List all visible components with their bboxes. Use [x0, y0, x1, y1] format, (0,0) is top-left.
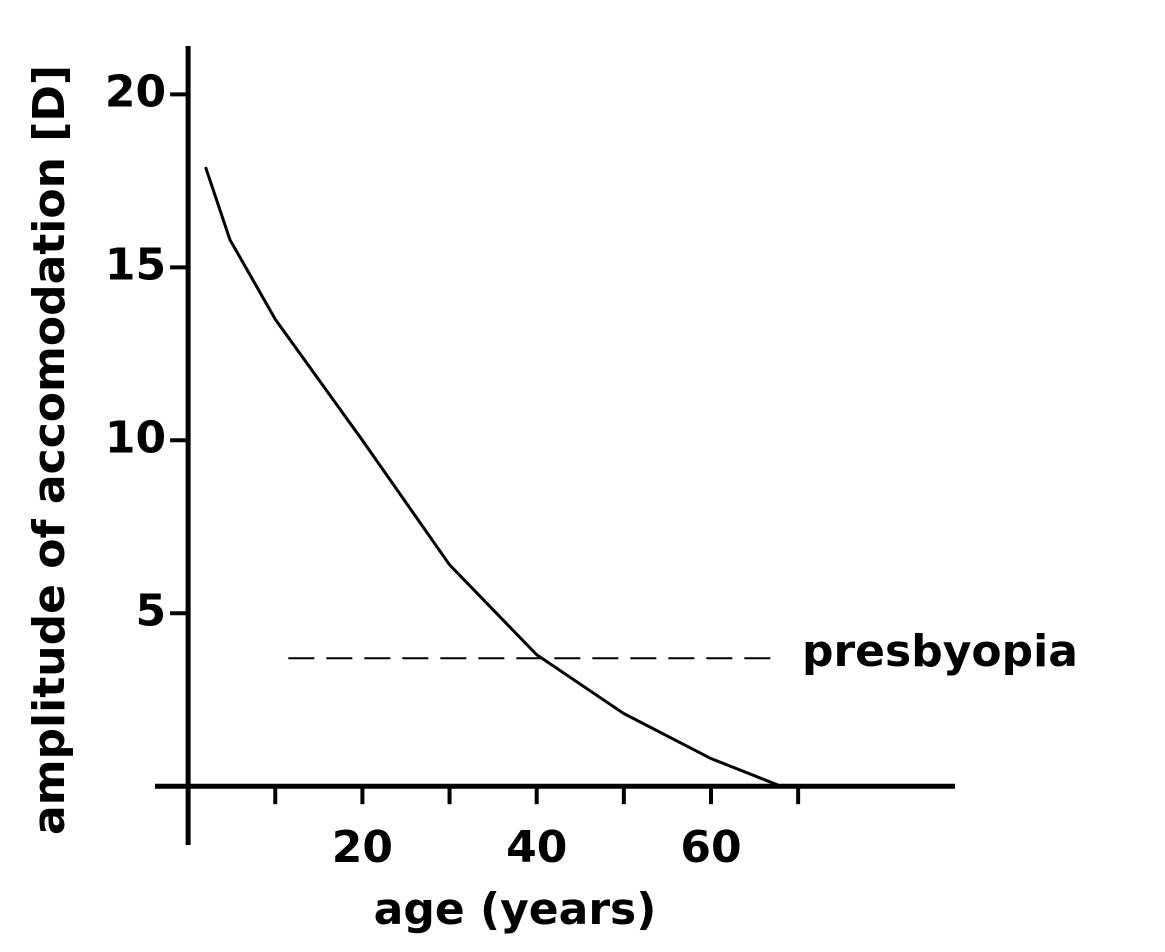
- y-tick-label: 5: [135, 585, 166, 636]
- y-tick-label: 15: [105, 239, 166, 290]
- x-tick-label: 40: [506, 822, 567, 873]
- x-tick-label: 60: [680, 822, 741, 873]
- curve: [204, 166, 782, 788]
- x-axis-label: age (years): [374, 884, 657, 935]
- y-tick-label: 20: [105, 66, 166, 117]
- y-tick-label: 10: [105, 412, 166, 463]
- y-axis-label: amplitude of accomodation [D]: [24, 65, 75, 835]
- x-tick-label: 20: [332, 822, 393, 873]
- reference-label: presbyopia: [802, 626, 1078, 677]
